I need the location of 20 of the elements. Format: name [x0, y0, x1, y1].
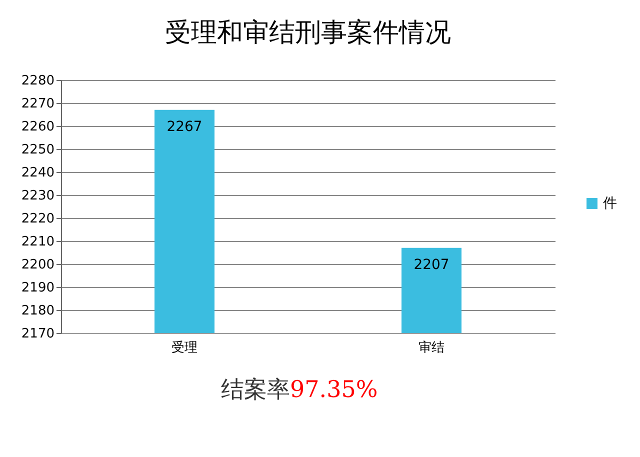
y-tick-label: 2210	[21, 234, 54, 250]
data-label: 2207	[414, 256, 450, 273]
y-tick-label: 2270	[21, 96, 54, 112]
y-tick-label: 2190	[21, 280, 54, 296]
y-tick-label: 2260	[21, 120, 54, 134]
x-tick-label: 审结	[418, 340, 444, 356]
text: 结案率	[221, 377, 290, 403]
chart-title: 受理和审结刑事案件情况	[165, 18, 451, 48]
y-tick-label: 2200	[21, 258, 54, 272]
y-tick-label: 2170	[21, 326, 54, 342]
text: 97.35%	[290, 377, 378, 403]
y-tick-label: 2230	[21, 188, 54, 204]
y-tick-label: 2240	[21, 166, 54, 180]
y-tick-label: 2220	[21, 212, 54, 226]
x-tick-label: 受理	[172, 340, 198, 356]
legend-label: 件	[603, 196, 617, 212]
y-tick-label: 2250	[21, 142, 54, 158]
y-tick-label: 2180	[21, 304, 54, 318]
y-tick-label: 2280	[21, 74, 54, 88]
data-label: 2267	[166, 118, 202, 135]
